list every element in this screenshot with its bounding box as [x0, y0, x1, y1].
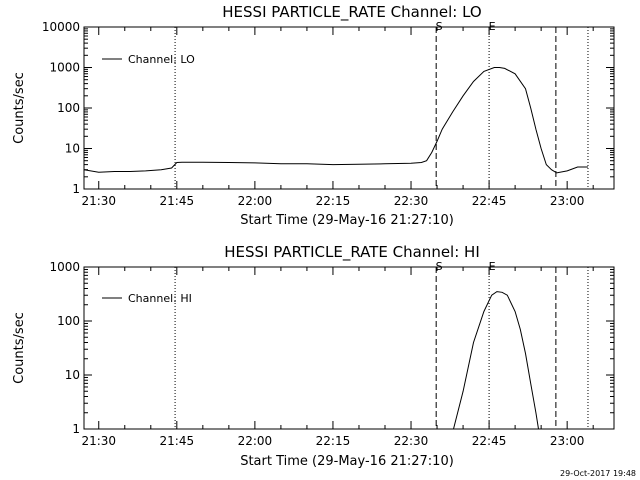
lo-chart-title: HESSI PARTICLE_RATE Channel: LO	[222, 3, 481, 22]
lo-y-tick-label: 100	[57, 101, 80, 115]
lo-x-tick-label: 22:45	[472, 194, 507, 208]
lo-y-tick-label: 10	[65, 142, 80, 156]
hi-y-tick-label: 100	[57, 314, 80, 328]
lo-x-tick-label: 23:00	[550, 194, 585, 208]
hi-y-axis-label: Counts/sec	[12, 312, 27, 384]
hi-x-tick-label: 22:15	[316, 434, 351, 448]
hi-series-line	[453, 291, 539, 430]
lo-x-tick-label: 21:30	[81, 194, 116, 208]
lo-channel-panel: HESSI PARTICLE_RATE Channel: LO Counts/s…	[12, 3, 615, 228]
lo-x-tick-label: 22:30	[394, 194, 429, 208]
hi-chart-title: HESSI PARTICLE_RATE Channel: HI	[224, 243, 480, 262]
lo-plot-frame	[83, 26, 615, 190]
footer-timestamp: 29-Oct-2017 19:48	[560, 469, 636, 478]
hi-x-tick-label: 22:45	[472, 434, 507, 448]
hi-x-axis-label: Start Time (29-May-16 21:27:10)	[240, 454, 454, 469]
hi-channel-panel: HESSI PARTICLE_RATE Channel: HI Counts/s…	[12, 243, 615, 469]
hi-x-tick-label: 22:30	[394, 434, 429, 448]
lo-legend: Channel: LO	[102, 53, 195, 66]
lo-legend-label: Channel: LO	[128, 53, 195, 66]
hi-legend: Channel: HI	[102, 292, 192, 305]
lo-y-tick-label: 1000	[49, 61, 80, 75]
hi-series-group	[453, 291, 539, 430]
lo-x-tick-label: 22:00	[238, 194, 273, 208]
hi-axis-ticks: 21:30 21:45 22:00 22:15 22:30 22:45 23:00 1 10 10…	[49, 260, 614, 448]
hi-x-tick-label: 21:30	[81, 434, 116, 448]
hi-y-tick-label: 1000	[49, 260, 80, 274]
hi-x-tick-label: 22:00	[238, 434, 273, 448]
hi-plot-frame	[83, 266, 615, 430]
lo-x-tick-label: 21:45	[160, 194, 195, 208]
hi-y-tick-label: 10	[65, 368, 80, 382]
hi-legend-label: Channel: HI	[128, 292, 192, 305]
lo-series-line	[83, 67, 588, 174]
lo-x-axis-label: Start Time (29-May-16 21:27:10)	[240, 213, 454, 228]
hi-x-tick-label: 21:45	[160, 434, 195, 448]
lo-y-tick-label: 10000	[42, 20, 80, 34]
lo-axis-ticks: 21:30 21:45 22:00 22:15 22:30 22:45 23:00 1 10 10…	[42, 20, 614, 208]
lo-y-tick-label: 1	[72, 182, 80, 196]
lo-y-axis-label: Counts/sec	[12, 72, 27, 144]
lo-x-tick-label: 22:15	[316, 194, 351, 208]
hi-y-tick-label: 1	[72, 422, 80, 436]
lo-series-group	[83, 67, 588, 174]
hi-x-tick-label: 23:00	[550, 434, 585, 448]
